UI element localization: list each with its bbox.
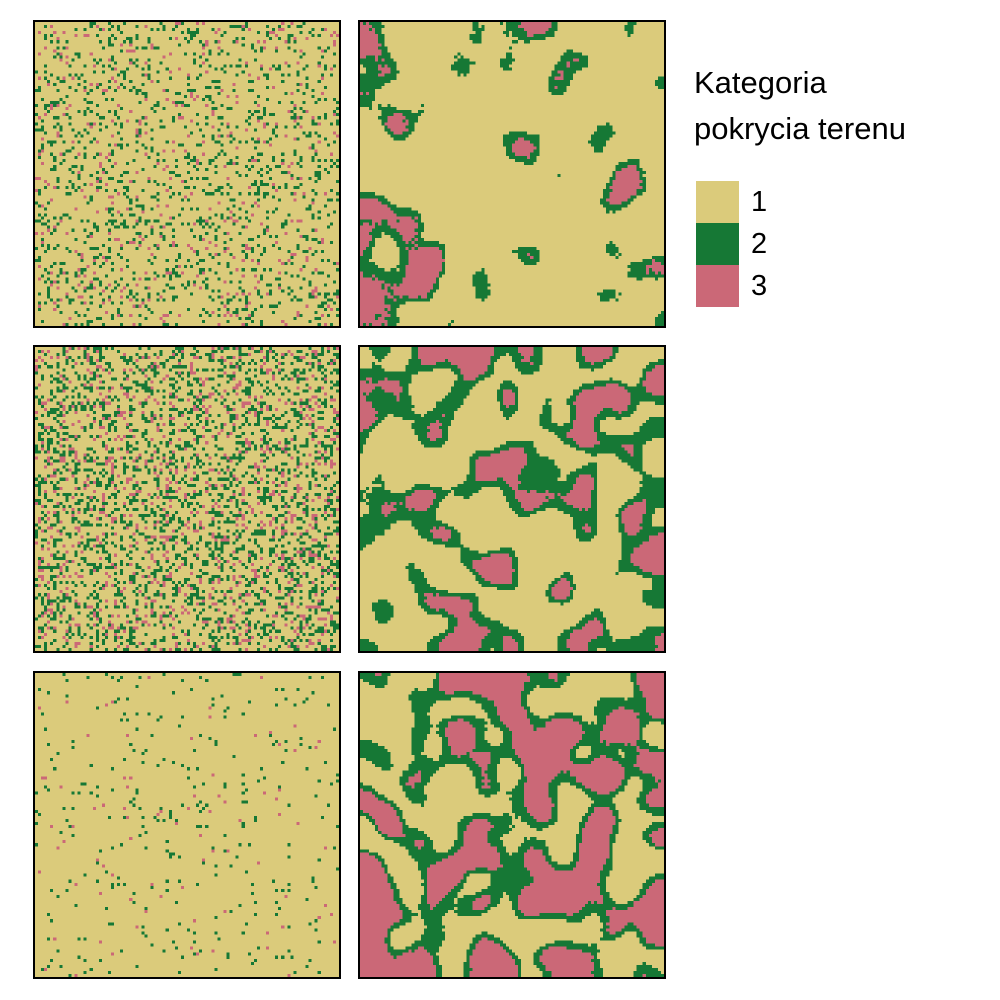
legend-swatch-3 [696, 265, 739, 307]
legend: Kategoria pokrycia terenu 1 2 3 [694, 60, 984, 307]
raster-panel-row2-col1 [33, 345, 341, 653]
legend-title-line2: pokrycia terenu [694, 111, 906, 146]
legend-label-3: 3 [751, 270, 768, 302]
raster-canvas [35, 22, 339, 326]
legend-item-2: 2 [696, 223, 896, 265]
legend-label-2: 2 [751, 228, 768, 260]
raster-canvas [35, 673, 339, 977]
raster-panel-row3-col2 [358, 671, 666, 979]
legend-label-1: 1 [751, 186, 768, 218]
legend-item-3: 3 [696, 265, 896, 307]
raster-panel-row3-col1 [33, 671, 341, 979]
raster-panel-row1-col1 [33, 20, 341, 328]
raster-canvas [360, 673, 664, 977]
legend-swatch-2 [696, 223, 739, 265]
raster-panel-row1-col2 [358, 20, 666, 328]
raster-canvas [360, 347, 664, 651]
legend-item-1: 1 [696, 181, 896, 223]
raster-panel-row2-col2 [358, 345, 666, 653]
legend-swatch-1 [696, 181, 739, 223]
raster-canvas [360, 22, 664, 326]
raster-canvas [35, 347, 339, 651]
legend-title-line1: Kategoria [694, 65, 827, 100]
